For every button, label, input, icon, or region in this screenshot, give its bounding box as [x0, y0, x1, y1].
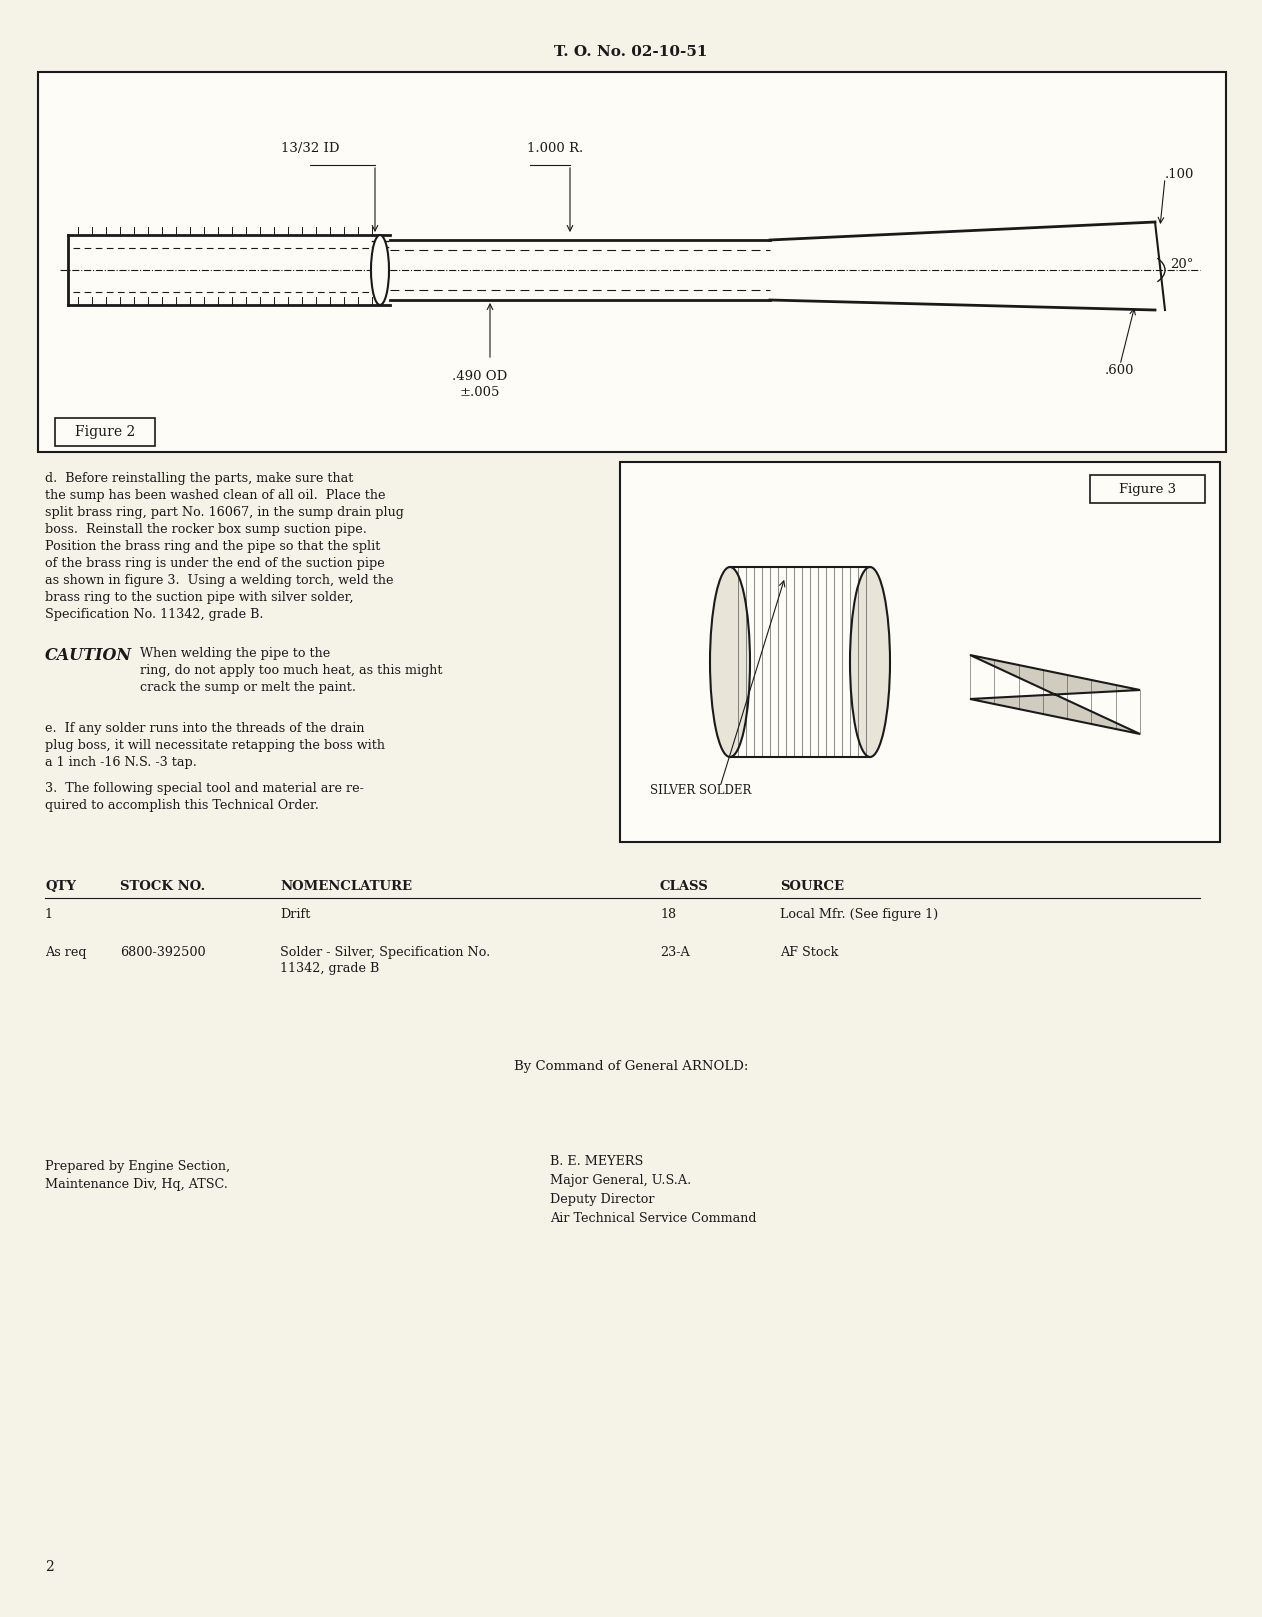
Text: 20°: 20°: [1170, 259, 1194, 272]
Text: d.  Before reinstalling the parts, make sure that
the sump has been washed clean: d. Before reinstalling the parts, make s…: [45, 472, 404, 621]
Text: ±.005: ±.005: [459, 386, 500, 399]
Text: 1: 1: [45, 909, 53, 922]
Text: By Command of General ARNOLD:: By Command of General ARNOLD:: [514, 1061, 748, 1074]
Text: NOMENCLATURE: NOMENCLATURE: [280, 880, 411, 893]
Text: 6800-392500: 6800-392500: [120, 946, 206, 959]
Text: When welding the pipe to the
ring, do not apply too much heat, as this might
cra: When welding the pipe to the ring, do no…: [140, 647, 443, 694]
Text: 18: 18: [660, 909, 676, 922]
Text: CAUTION: CAUTION: [45, 647, 133, 665]
Text: 23-A: 23-A: [660, 946, 690, 959]
Text: .600: .600: [1106, 364, 1135, 377]
Text: B. E. MEYERS
Major General, U.S.A.
Deputy Director
Air Technical Service Command: B. E. MEYERS Major General, U.S.A. Deput…: [550, 1155, 756, 1226]
Bar: [38, 73, 1225, 453]
Text: SOURCE: SOURCE: [780, 880, 844, 893]
Text: STOCK NO.: STOCK NO.: [120, 880, 206, 893]
Ellipse shape: [711, 568, 750, 757]
Text: 3.  The following special tool and material are re-
quired to accomplish this Te: 3. The following special tool and materi…: [45, 783, 363, 812]
Text: SILVER SOLDER: SILVER SOLDER: [650, 784, 751, 797]
Text: T. O. No. 02-10-51: T. O. No. 02-10-51: [554, 45, 708, 58]
Text: 2: 2: [45, 1560, 54, 1573]
Text: 13/32 ID: 13/32 ID: [280, 142, 339, 155]
Text: Figure 2: Figure 2: [74, 425, 135, 438]
Text: .100: .100: [1165, 168, 1194, 181]
Text: Solder - Silver, Specification No.
11342, grade B: Solder - Silver, Specification No. 11342…: [280, 946, 490, 975]
Text: Prepared by Engine Section,
Maintenance Div, Hq, ATSC.: Prepared by Engine Section, Maintenance …: [45, 1159, 230, 1192]
Text: 1.000 R.: 1.000 R.: [526, 142, 583, 155]
Text: As req: As req: [45, 946, 87, 959]
Text: Local Mfr. (See figure 1): Local Mfr. (See figure 1): [780, 909, 938, 922]
Bar: [56, 419, 155, 446]
Text: Figure 3: Figure 3: [1119, 482, 1176, 495]
Text: e.  If any solder runs into the threads of the drain
plug boss, it will necessit: e. If any solder runs into the threads o…: [45, 723, 385, 770]
Polygon shape: [970, 655, 1140, 734]
Ellipse shape: [851, 568, 890, 757]
Text: AF Stock: AF Stock: [780, 946, 838, 959]
Text: .490 OD: .490 OD: [452, 370, 507, 383]
Text: CLASS: CLASS: [660, 880, 709, 893]
Bar: [620, 462, 1220, 842]
Text: Drift: Drift: [280, 909, 310, 922]
Text: QTY: QTY: [45, 880, 76, 893]
Bar: [1090, 475, 1205, 503]
Ellipse shape: [371, 234, 389, 306]
